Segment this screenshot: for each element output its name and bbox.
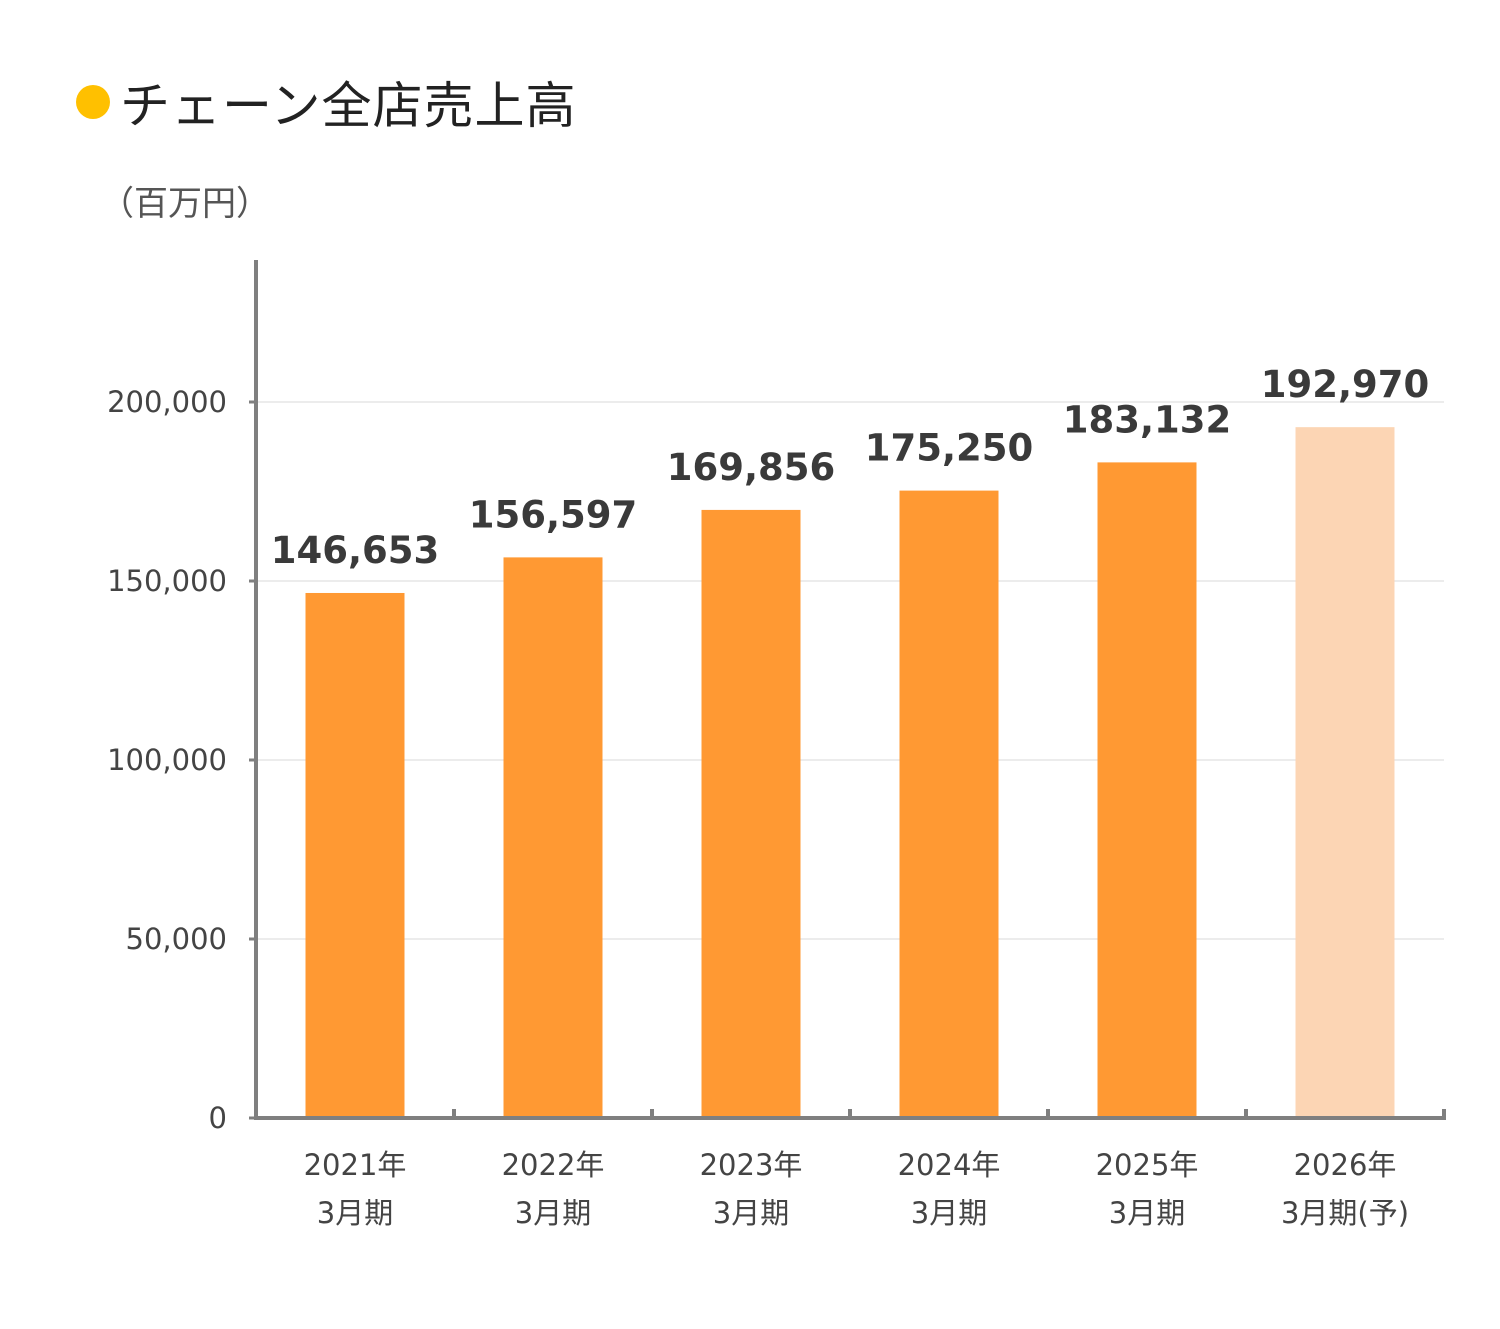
data-label: 183,132: [1063, 398, 1232, 441]
x-category-label: 3月期: [515, 1196, 591, 1230]
x-category-label: 2022年: [502, 1148, 605, 1182]
data-label: 192,970: [1261, 363, 1430, 406]
bullet-dot-icon: [76, 85, 110, 119]
x-category-label: 2025年: [1096, 1148, 1199, 1182]
x-category-label: 3月期: [713, 1196, 789, 1230]
labels: 0 50,000 100,000 150,000 200,000 146,653 2021年…: [107, 363, 1429, 1230]
x-category-label: 2026年: [1294, 1148, 1397, 1182]
data-label: 146,653: [271, 529, 440, 572]
bar: [305, 592, 405, 1118]
chart-title: チェーン全店売上高: [120, 77, 577, 135]
y-tick-label: 200,000: [107, 385, 227, 419]
y-tick-label: 50,000: [126, 922, 227, 956]
x-category-label: 3月期(予): [1281, 1196, 1409, 1230]
x-category-label: 3月期: [317, 1196, 393, 1230]
y-tick-label: 150,000: [107, 564, 227, 598]
bar-forecast: [1295, 427, 1395, 1119]
y-tick-label: 0: [209, 1101, 227, 1135]
bar: [1097, 462, 1197, 1118]
x-category-label: 3月期: [1109, 1196, 1185, 1230]
chart-title-row: チェーン全店売上高: [76, 70, 577, 135]
bars: [305, 427, 1395, 1119]
x-category-label: 3月期: [911, 1196, 987, 1230]
bar: [899, 490, 999, 1119]
y-tick-label: 100,000: [107, 743, 227, 777]
axes: [249, 260, 1446, 1120]
x-category-label: 2024年: [898, 1148, 1001, 1182]
bar: [503, 557, 603, 1118]
bar: [701, 509, 801, 1118]
data-label: 175,250: [865, 427, 1034, 470]
grid-lines: [256, 401, 1444, 940]
x-category-label: 2021年: [304, 1148, 407, 1182]
data-label: 156,597: [469, 493, 638, 536]
y-axis-unit-label: （百万円）: [100, 184, 270, 224]
x-category-label: 2023年: [700, 1148, 803, 1182]
data-label: 169,856: [667, 446, 836, 489]
